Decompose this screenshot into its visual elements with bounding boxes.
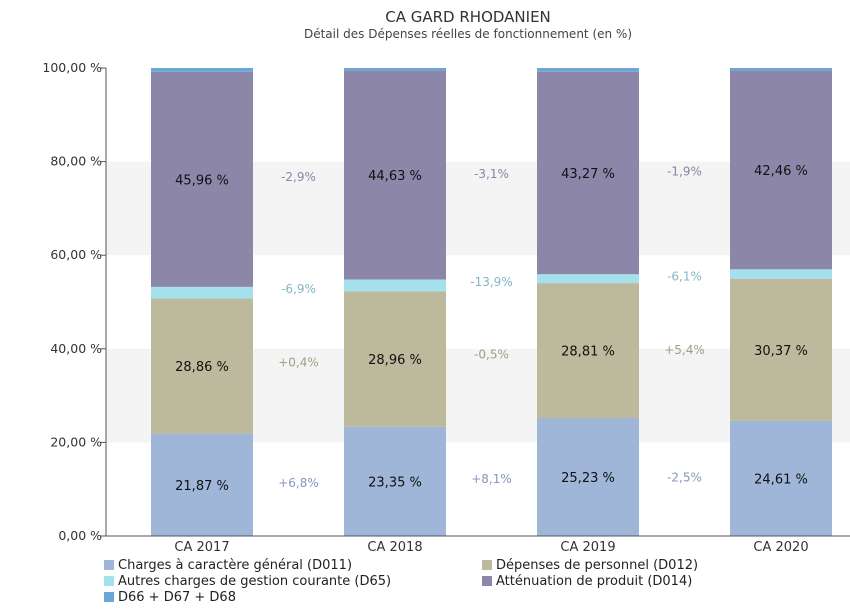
- growth-label: +0,4%: [278, 356, 319, 370]
- y-tick-label: 40,00 %: [50, 341, 102, 356]
- bar-segment: [730, 269, 832, 279]
- y-tick-label: 20,00 %: [50, 434, 102, 449]
- bar-segment: [344, 279, 446, 292]
- legend-swatch: [104, 592, 114, 602]
- segment-value-label: 21,87 %: [175, 479, 229, 494]
- bar-segment: [730, 278, 832, 421]
- legend-item: Autres charges de gestion courante (D65): [104, 574, 391, 589]
- growth-label: +6,8%: [278, 476, 319, 490]
- growth-label: -1,9%: [667, 164, 702, 178]
- segment-value-label: 45,96 %: [175, 173, 229, 188]
- bar-segment: [344, 70, 446, 280]
- bar-segment: [537, 68, 639, 72]
- growth-labels: +6,8% +0,4% -6,9% -2,9% +8,1% -0,5% -13,9% -3,1…: [278, 164, 705, 490]
- y-tick-label: 0,00 %: [58, 528, 102, 543]
- y-tick-label: 60,00 %: [50, 247, 102, 262]
- segment-value-label: 28,96 %: [368, 353, 422, 368]
- growth-label: -2,9%: [281, 170, 316, 184]
- legend-label: D66 + D67 + D68: [118, 590, 236, 605]
- legend-item: D66 + D67 + D68: [104, 590, 236, 605]
- bar-segment: [537, 71, 639, 275]
- bar-segment: [537, 417, 639, 536]
- segment-value-label: 28,81 %: [561, 345, 615, 360]
- chart-title: CA GARD RHODANIEN: [385, 8, 551, 26]
- legend-label: Autres charges de gestion courante (D65): [118, 574, 392, 589]
- segment-value-label: 43,27 %: [561, 167, 615, 182]
- x-tick-label: CA 2019: [560, 540, 615, 555]
- legend-label: Charges à caractère général (D011): [118, 558, 353, 573]
- legend-swatch: [482, 560, 492, 570]
- legend-label: Dépenses de personnel (D012): [496, 558, 699, 573]
- growth-label: -0,5%: [474, 348, 509, 362]
- segment-value-label: 24,61 %: [754, 472, 808, 487]
- legend-swatch: [482, 576, 492, 586]
- segment-value-label: 23,35 %: [368, 475, 422, 490]
- bar-segment: [344, 426, 446, 536]
- legend-item: Atténuation de produit (D014): [482, 574, 692, 589]
- growth-label: +5,4%: [664, 343, 705, 357]
- bar-segment: [151, 286, 253, 299]
- y-tick-label: 100,00 %: [42, 60, 102, 75]
- growth-label: -3,1%: [474, 167, 509, 181]
- segment-value-label: 30,37 %: [754, 344, 808, 359]
- bar-segment: [344, 68, 446, 71]
- segment-value-label: 44,63 %: [368, 169, 422, 184]
- bar-segment: [730, 68, 832, 71]
- growth-label: -6,9%: [281, 282, 316, 296]
- bar-segment: [344, 291, 446, 427]
- bar-segment: [537, 283, 639, 418]
- legend-label: Atténuation de produit (D014): [496, 574, 693, 589]
- segment-value-label: 25,23 %: [561, 471, 615, 486]
- bar-segment: [151, 298, 253, 434]
- growth-label: -13,9%: [470, 275, 512, 289]
- bar-segment: [730, 420, 832, 536]
- stacked-bar-chart: CA GARD RHODANIEN Détail des Dépenses ré…: [42, 8, 850, 555]
- growth-label: -6,1%: [667, 269, 702, 283]
- y-axis: 0,00 % 20,00 % 40,00 % 60,00 % 80,00 % 100,00…: [42, 60, 107, 543]
- segment-value-label: 42,46 %: [754, 164, 808, 179]
- bars: [151, 68, 832, 536]
- y-tick-label: 80,00 %: [50, 154, 102, 169]
- legend-item: Charges à caractère général (D011): [104, 558, 352, 573]
- chart-subtitle: Détail des Dépenses réelles de fonctionn…: [304, 27, 632, 41]
- x-tick-label: CA 2018: [367, 540, 422, 555]
- growth-label: +8,1%: [471, 472, 512, 486]
- legend-swatch: [104, 560, 114, 570]
- bar-segment: [537, 274, 639, 284]
- bar-segment: [151, 68, 253, 72]
- segment-value-label: 28,86 %: [175, 360, 229, 375]
- legend-swatch: [104, 576, 114, 586]
- growth-label: -2,5%: [667, 471, 702, 485]
- segment-labels: 21,87 % 28,86 % 45,96 % 23,35 % 28,96 % 44,63…: [175, 164, 808, 494]
- legend-item: Dépenses de personnel (D012): [482, 558, 698, 573]
- x-tick-label: CA 2020: [753, 540, 808, 555]
- x-tick-label: CA 2017: [174, 540, 229, 555]
- bar-segment: [730, 70, 832, 270]
- bar-segment: [151, 433, 253, 536]
- x-axis: CA 2017 CA 2018 CA 2019 CA 2020: [106, 535, 850, 555]
- bar-segment: [151, 71, 253, 287]
